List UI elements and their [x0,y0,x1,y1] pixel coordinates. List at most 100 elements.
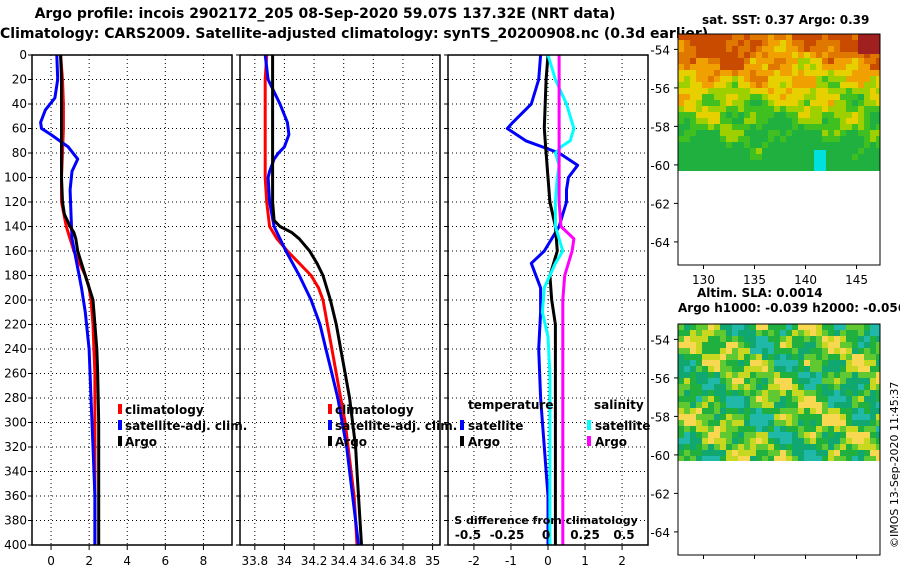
depth-tick-label: 200 [4,293,27,307]
sst-map-cell [840,76,846,82]
sla-map-cell [870,414,876,420]
sst-map-cell [738,82,744,88]
sla-map-cell [822,414,828,420]
sst-map-cell [816,124,822,130]
sst-map-cell [756,124,762,130]
sst-map-cell [684,148,690,154]
sst-map-cell [738,166,744,171]
sst-map-cell [798,52,804,58]
sst-map-cell [858,166,864,171]
sla-map-cell [858,420,864,426]
x-tick-label: 35 [425,554,440,568]
sst-map-cell [690,40,696,46]
sst-map-cell [762,106,768,112]
sla-map-cell [774,456,780,461]
sla-map-cell [720,420,726,426]
sst-map-cell [864,82,870,88]
sla-map-cell [750,450,756,456]
sla-map-cell [822,330,828,336]
sla-map-cell [810,378,816,384]
sst-map-cell [732,112,738,118]
sla-map-cell [744,336,750,342]
sla-map-cell [840,360,846,366]
sst-map-cell [756,160,762,166]
sst-map-cell [774,76,780,82]
sst-map-cell [804,112,810,118]
sst-map-cell [720,166,726,171]
sst-map-cell [684,52,690,58]
sst-map-cell [684,34,690,40]
depth-tick-label: 320 [4,440,27,454]
sla-map-cell [762,390,768,396]
sla-map-cell [756,360,762,366]
sst-map-cell [846,58,852,64]
sla-map-cell [846,336,852,342]
sst-map-cell [684,58,690,64]
sst-map-cell [780,58,786,64]
sla-map-cell [774,414,780,420]
sst-map-cell [708,82,714,88]
sla-map-cell [714,366,720,372]
sla-map-cell [822,426,828,432]
sla-map-cell [768,342,774,348]
sst-map-cell [708,40,714,46]
sla-map-cell [846,426,852,432]
sla-map-cell [702,336,708,342]
sst-map-cell [774,58,780,64]
sst-map-cell [792,166,798,171]
sst-map-cell [690,166,696,171]
sla-map-cell [684,378,690,384]
sst-map-cell [690,94,696,100]
sst-map-cell [852,94,858,100]
sla-map-cell [690,366,696,372]
sla-map-cell [678,372,684,378]
sst-map-cell [810,52,816,58]
sla-map-cell [768,330,774,336]
sst-map-cell [780,142,786,148]
sla-map-cell [720,456,726,461]
sst-map-cell [834,40,840,46]
sla-map-cell [738,378,744,384]
sla-map-cell [780,378,786,384]
sla-map-cell [852,348,858,354]
sla-map-cell [708,348,714,354]
sla-map-cell [810,438,816,444]
sla-map-cell [852,420,858,426]
legend-label: Argo [125,435,157,449]
sla-map-cell [792,378,798,384]
legend-swatch [118,420,122,430]
sla-map-cell [744,342,750,348]
sla-map-cell [756,444,762,450]
sst-map-cell [828,100,834,106]
sla-map-cell [702,378,708,384]
sla-map-cell [858,372,864,378]
sst-map-cell [732,46,738,52]
sla-map-cell [816,378,822,384]
sla-map-cell [786,360,792,366]
legend-swatch [460,420,464,430]
sla-map-cell [792,444,798,450]
sla-map-cell [804,420,810,426]
sst-map-cell [714,142,720,148]
depth-tick-label: 20 [12,73,27,87]
sla-map-cell [870,360,876,366]
depth-tick-label: 100 [4,171,27,185]
sla-map-cell [738,450,744,456]
depth-tick-label: 220 [4,318,27,332]
sst-map-cell [876,52,880,58]
sla-map-cell [762,414,768,420]
sla-map-cell [768,426,774,432]
sst-map-cell [762,82,768,88]
sst-map-cell [738,130,744,136]
sst-map-cell [768,112,774,118]
sla-map-cell [726,378,732,384]
sla-map-cell [714,330,720,336]
sla-map-cell [708,360,714,366]
sst-map-cell [726,154,732,160]
sla-map-cell [762,330,768,336]
sla-map-cell [786,366,792,372]
sla-map-cell [870,450,876,456]
secondary-tick-label: 0.5 [613,528,634,542]
sla-map-cell [810,414,816,420]
sst-map-cell [756,64,762,70]
